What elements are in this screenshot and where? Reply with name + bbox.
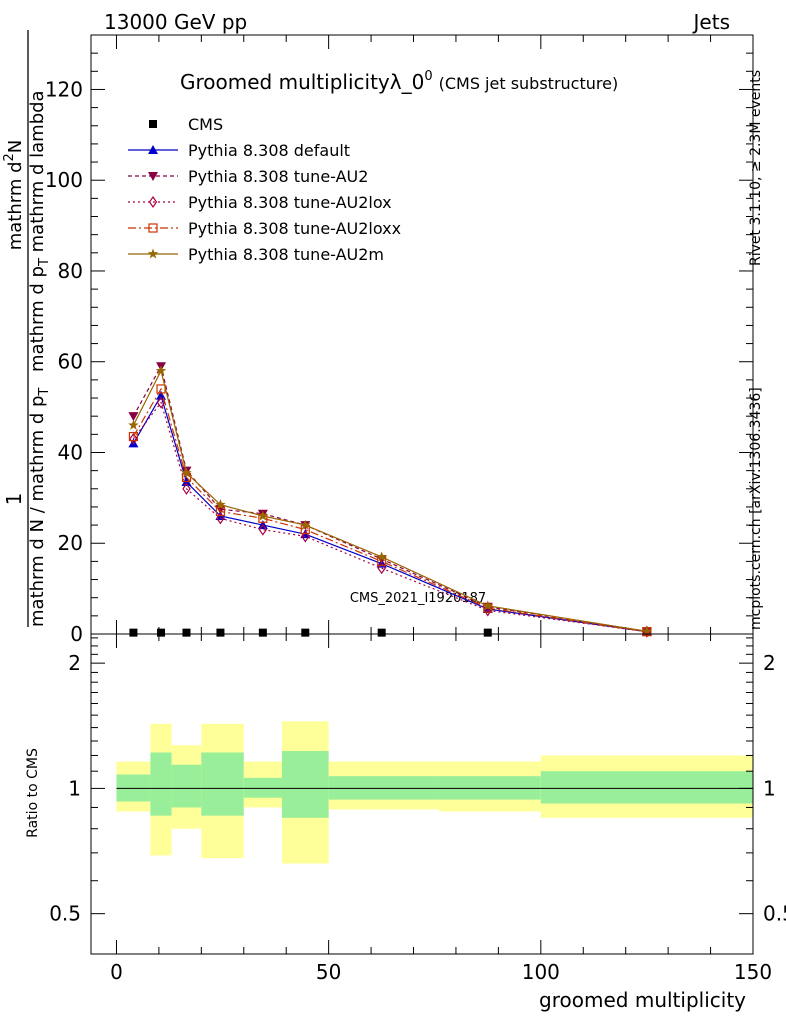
data-point-pythia-8-308-tune-au2loxx — [128, 432, 139, 442]
main-series — [128, 362, 653, 638]
main-y-ticks: 0 20 40 60 80 100 120 — [45, 34, 753, 646]
stat-uncertainty-band — [171, 764, 202, 808]
ratio-tick-label-right: 0.5 — [763, 902, 786, 926]
x-axis-label: groomed multiplicity — [539, 988, 746, 1012]
watermark: CMS_2021_I1920187 — [350, 591, 486, 606]
data-point-pythia-8-308-default — [156, 390, 167, 400]
legend-marker-cms — [149, 120, 157, 128]
legend-marker-pythia-8-308-tune-au2m — [147, 248, 159, 259]
legend-marker-pythia-8-308-tune-au2loxx — [148, 223, 158, 233]
y-tick-label: 60 — [58, 350, 83, 374]
data-point-pythia-8-308-tune-au2m — [300, 519, 311, 530]
series-line-pythia-8-308-tune-au2 — [132, 364, 647, 632]
data-point-cms — [483, 628, 492, 637]
data-point-pythia-8-308-tune-au2m — [155, 365, 167, 376]
ratio-tick-label: 0.5 — [49, 902, 81, 926]
series-line-pythia-8-308-tune-au2lox — [132, 401, 647, 633]
data-point-pythia-8-308-tune-au2m — [128, 419, 139, 430]
legend-marker-pythia-8-308-tune-au2 — [148, 172, 158, 181]
y-tick-label: 20 — [58, 531, 83, 555]
data-point-pythia-8-308-tune-au2lox — [129, 432, 138, 445]
y-tick-label: 100 — [45, 168, 83, 192]
stat-uncertainty-band — [243, 777, 282, 798]
x-tick-label: 0 — [110, 960, 123, 984]
main-panel: 0 20 40 60 80 100 120 CMS_2021_I1920187 Groome… — [2, 30, 754, 646]
legend: CMS Pythia 8.308 default Pythia 8.308 tune… — [128, 115, 401, 264]
y-label-num2: mathrm d2N — [2, 140, 26, 251]
ratio-tick-label-right: 2 — [763, 651, 776, 675]
data-point-pythia-8-308-tune-au2lox — [301, 530, 310, 543]
y-tick-label: 0 — [70, 622, 83, 646]
ratio-tick-label: 1 — [68, 776, 81, 800]
main-x-ticks — [115, 35, 754, 634]
mcplots-label: mcplots.cern.ch [arXiv:1306.3436] — [748, 387, 764, 630]
stat-uncertainty-band — [328, 776, 439, 800]
data-point-pythia-8-308-tune-au2m — [376, 551, 387, 562]
ratio-y-ticks: 0.5 0.5 1 1 2 2 — [49, 637, 786, 926]
y-tick-label: 40 — [58, 440, 83, 464]
data-point-cms — [157, 628, 166, 637]
ratio-y-label: Ratio to CMS — [25, 748, 41, 838]
y-label-num1: 1 — [2, 493, 26, 506]
data-point-pythia-8-308-tune-au2m — [181, 467, 192, 478]
main-y-label: 1 mathrm d N / mathrm d pT mathrm d2N ma… — [2, 30, 52, 627]
energy-label: 13000 GeV pp — [104, 10, 247, 34]
legend-marker-pythia-8-308-default — [148, 145, 158, 154]
legend-label: Pythia 8.308 tune-AU2 — [188, 167, 368, 186]
ratio-bands — [116, 721, 753, 864]
process-label: Jets — [692, 10, 730, 34]
stat-uncertainty-band — [150, 752, 172, 816]
legend-label: CMS — [188, 115, 223, 134]
stat-uncertainty-band — [438, 776, 541, 800]
data-point-pythia-8-308-tune-au2loxx — [215, 506, 226, 517]
data-point-pythia-8-308-tune-au2lox — [258, 523, 268, 536]
data-point-cms — [301, 628, 310, 637]
y-tick-label: 120 — [45, 77, 83, 101]
ratio-tick-label-right: 1 — [763, 776, 776, 800]
series-line-pythia-8-308-tune-au2loxx — [132, 387, 647, 633]
legend-label: Pythia 8.308 tune-AU2loxx — [188, 219, 401, 238]
data-point-pythia-8-308-tune-au2lox — [377, 562, 386, 575]
data-point-pythia-8-308-tune-au2lox — [216, 512, 225, 525]
stat-uncertainty-band — [540, 771, 753, 804]
data-point-pythia-8-308-tune-au2lox — [156, 396, 166, 409]
legend-label: Pythia 8.308 default — [188, 141, 350, 160]
legend-label: Pythia 8.308 tune-AU2lox — [188, 193, 392, 212]
x-tick-label: 50 — [316, 960, 341, 984]
legend-marker-pythia-8-308-tune-au2lox — [148, 195, 158, 209]
data-point-cms — [258, 628, 267, 637]
legend-label: Pythia 8.308 tune-AU2m — [188, 245, 384, 264]
data-point-pythia-8-308-tune-au2lox — [182, 482, 191, 495]
x-tick-label: 150 — [734, 960, 772, 984]
ratio-panel: 0.5 0.5 1 1 2 2 0 50 100 150 Ratio to CMS groome… — [25, 633, 786, 1012]
data-point-pythia-8-308-tune-au2m — [482, 600, 494, 611]
data-point-cms — [216, 628, 225, 637]
data-point-cms — [182, 628, 191, 637]
data-point-cms — [129, 628, 138, 637]
x-tick-label: 100 — [522, 960, 560, 984]
data-point-pythia-8-308-tune-au2m — [215, 499, 226, 510]
data-point-pythia-8-308-tune-au2 — [128, 412, 139, 422]
rivet-label: Rivet 3.1.10, ≥ 2.3M events — [748, 70, 764, 266]
ratio-x-ticks: 0 50 100 150 — [110, 634, 772, 984]
data-point-cms — [377, 628, 386, 637]
data-point-pythia-8-308-tune-au2m — [257, 510, 269, 521]
ratio-frame — [90, 633, 754, 955]
data-point-pythia-8-308-tune-au2m — [641, 625, 653, 636]
y-label-den1: mathrm d N / mathrm d pT — [27, 388, 52, 627]
y-label-den2: mathrm d pT mathrm d lambda — [27, 90, 52, 372]
ratio-tick-label: 2 — [68, 651, 81, 675]
y-tick-label: 80 — [58, 259, 83, 283]
stat-uncertainty-band — [201, 752, 244, 816]
stat-uncertainty-band — [281, 750, 329, 818]
chart-title: Groomed multiplicityλ_00 (CMS jet substru… — [180, 69, 618, 94]
